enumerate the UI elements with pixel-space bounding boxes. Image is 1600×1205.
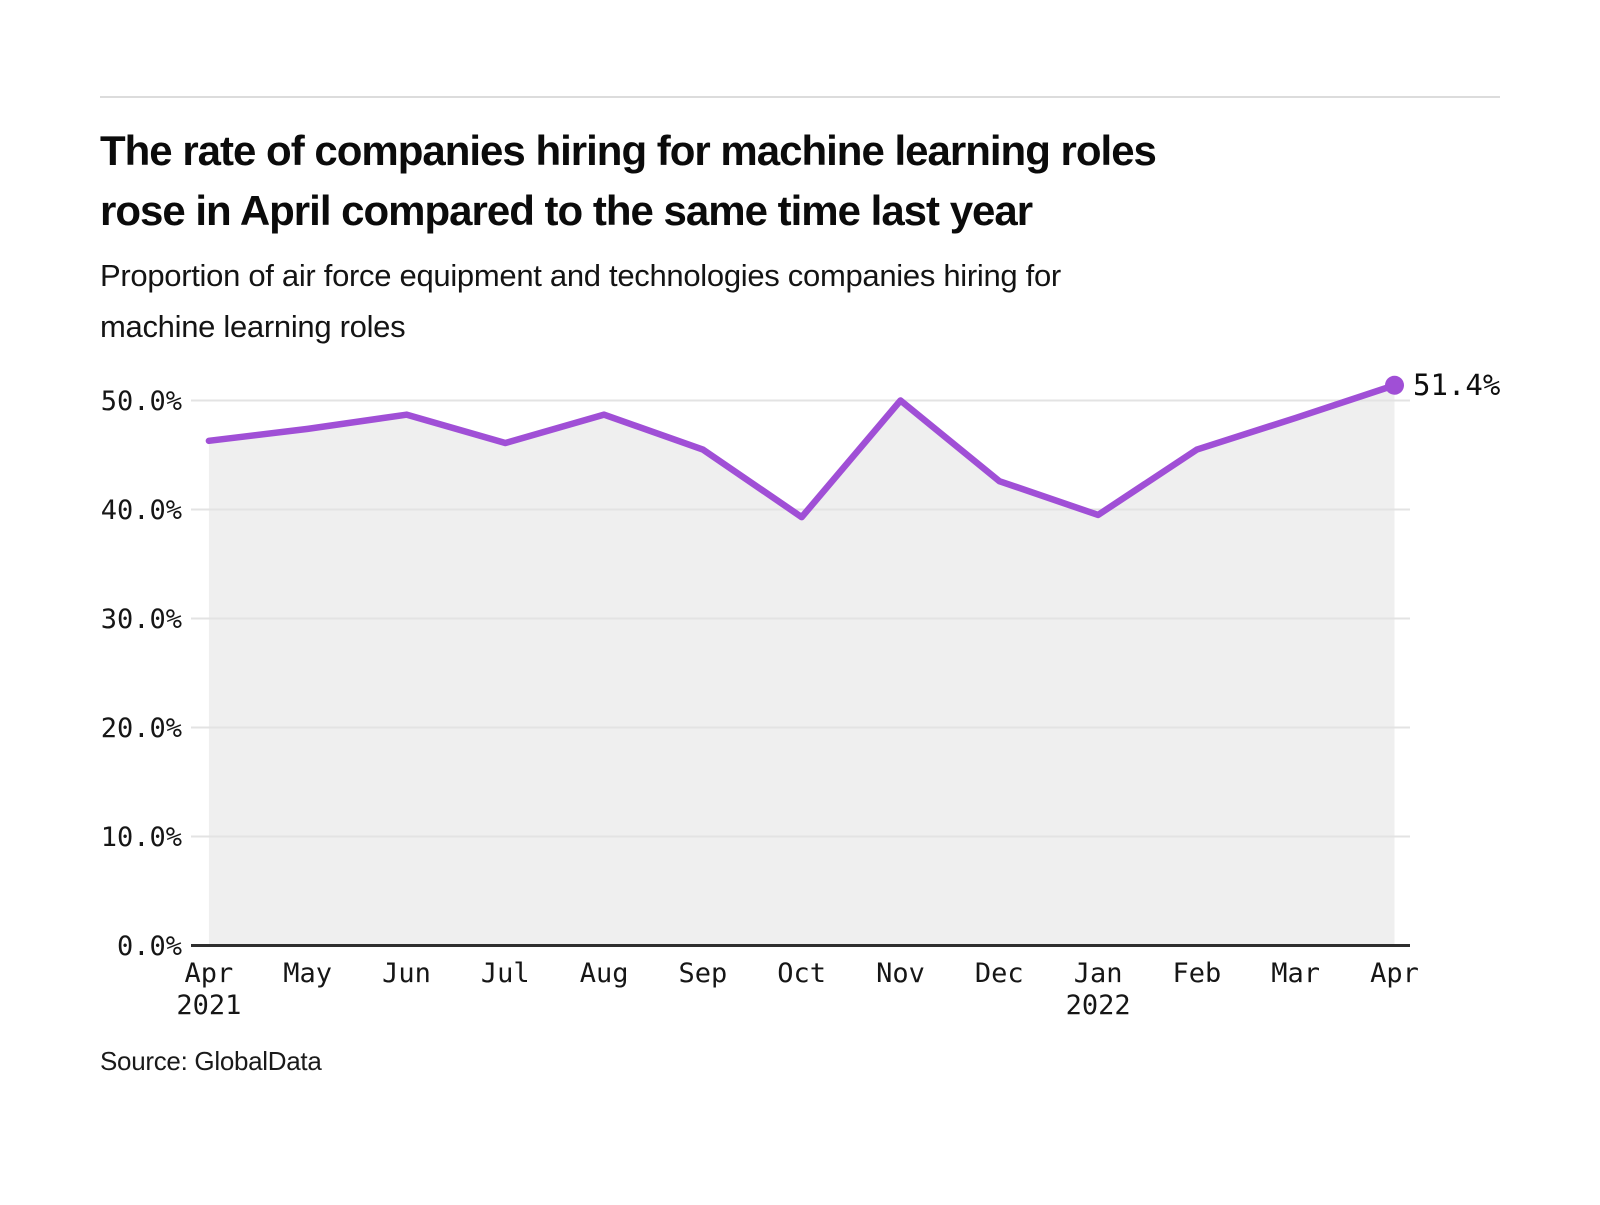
- x-tick-label: Jul: [481, 958, 530, 989]
- x-tick-label: Apr: [185, 958, 234, 989]
- x-tick-label: Aug: [580, 958, 629, 989]
- chart-subtitle: Proportion of air force equipment and te…: [100, 250, 1500, 352]
- source-note: Source: GlobalData: [100, 1046, 322, 1076]
- y-tick-label: 30.0%: [101, 604, 182, 635]
- subtitle-line-1: Proportion of air force equipment and te…: [100, 258, 1061, 293]
- x-tick-label: Oct: [777, 958, 826, 989]
- top-rule: [100, 96, 1500, 98]
- x-tick-label: Apr: [1370, 958, 1419, 989]
- end-point-marker: [1385, 375, 1404, 395]
- y-tick-label: 20.0%: [101, 713, 182, 744]
- x-tick-label: Dec: [975, 958, 1024, 989]
- x-tick-label: Sep: [679, 958, 728, 989]
- data-line: [205, 381, 1398, 521]
- title-line-2: rose in April compared to the same time …: [100, 187, 1033, 234]
- y-tick-label: 40.0%: [101, 495, 182, 526]
- x-tick-label: Feb: [1173, 958, 1222, 989]
- title-line-1: The rate of companies hiring for machine…: [100, 127, 1157, 174]
- end-value-label: 51.4%: [1413, 368, 1500, 402]
- y-tick-label: 10.0%: [101, 822, 182, 853]
- x-tick-label: Jun: [382, 958, 431, 989]
- x-year-label: 2022: [1066, 990, 1131, 1021]
- y-tick-label: 50.0%: [101, 386, 182, 417]
- x-year-label: 2021: [176, 990, 241, 1021]
- page-title: The rate of companies hiring for machine…: [100, 121, 1500, 241]
- x-tick-label: May: [283, 958, 332, 989]
- y-tick-label: 0.0%: [117, 931, 182, 962]
- subtitle-line-2: machine learning roles: [100, 309, 406, 344]
- area-fill: [208, 385, 1395, 946]
- x-tick-label: Jan: [1074, 958, 1123, 989]
- x-tick-label: Nov: [876, 958, 925, 989]
- x-tick-label: Mar: [1271, 958, 1320, 989]
